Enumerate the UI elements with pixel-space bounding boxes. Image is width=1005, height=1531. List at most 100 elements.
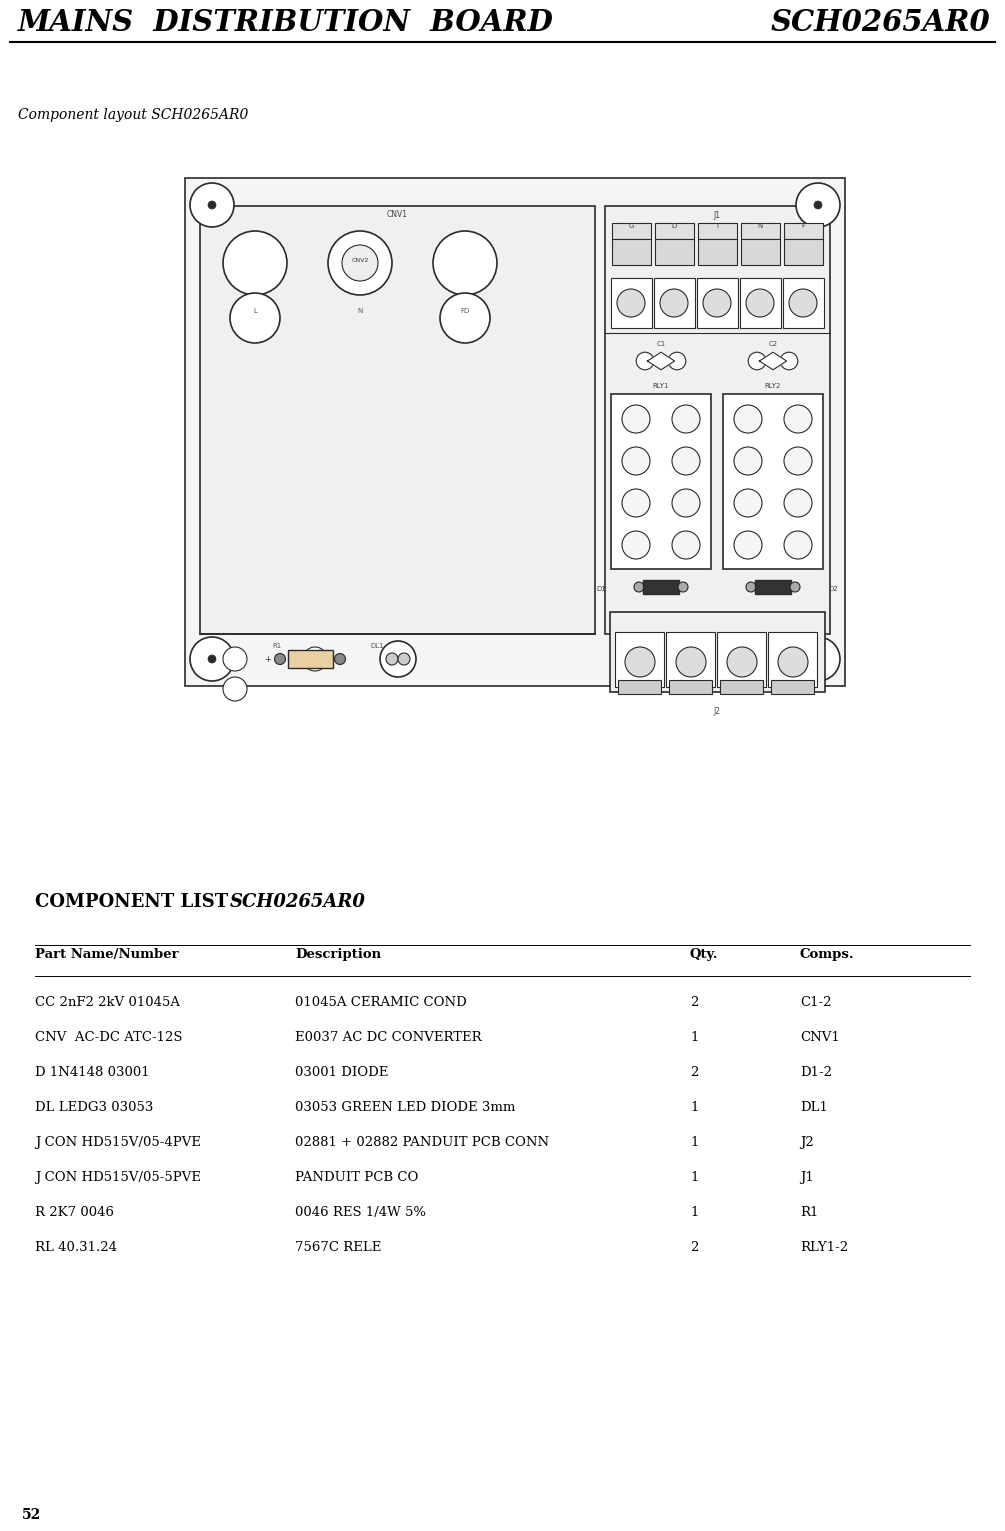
Bar (610, 612, 825, 692)
Bar (185, 178, 845, 686)
Text: CNV1: CNV1 (387, 210, 407, 219)
Bar (771, 680, 814, 694)
Text: CNV2: CNV2 (352, 259, 369, 263)
Text: F: F (801, 224, 805, 230)
Text: FD: FD (460, 308, 469, 314)
Text: L: L (253, 308, 257, 314)
Text: R 2K7 0046: R 2K7 0046 (35, 1206, 114, 1219)
Bar (717, 632, 766, 687)
Circle shape (230, 292, 280, 343)
Circle shape (734, 447, 762, 475)
Circle shape (780, 352, 798, 371)
Circle shape (678, 582, 688, 592)
Circle shape (622, 447, 650, 475)
Text: SCH0265AR0: SCH0265AR0 (770, 8, 990, 37)
Bar (605, 207, 830, 634)
Text: RLY2: RLY2 (765, 383, 781, 389)
Text: E0037 AC DC CONVERTER: E0037 AC DC CONVERTER (295, 1030, 481, 1044)
Bar (655, 224, 694, 239)
Text: 1: 1 (690, 1101, 698, 1115)
Bar (698, 239, 737, 265)
Text: G: G (628, 224, 634, 230)
Text: Description: Description (295, 948, 381, 961)
Bar (741, 239, 780, 265)
Circle shape (784, 531, 812, 559)
Text: COMPONENT LIST: COMPONENT LIST (35, 893, 234, 911)
Text: D: D (671, 224, 676, 230)
Text: MAINS  DISTRIBUTION  BOARD: MAINS DISTRIBUTION BOARD (18, 8, 554, 37)
Text: 1: 1 (690, 1206, 698, 1219)
Circle shape (335, 654, 346, 664)
Circle shape (342, 245, 378, 282)
Text: J1: J1 (800, 1171, 814, 1183)
Bar (697, 279, 738, 328)
Bar (741, 224, 780, 239)
Bar (784, 239, 823, 265)
Text: 2: 2 (690, 1066, 698, 1079)
Circle shape (734, 531, 762, 559)
Text: I: I (716, 224, 718, 230)
Bar (755, 580, 791, 594)
Text: DL1: DL1 (370, 643, 384, 649)
Circle shape (734, 406, 762, 433)
Bar (666, 632, 715, 687)
Text: J1: J1 (714, 211, 721, 220)
Circle shape (398, 654, 410, 664)
Bar (783, 279, 824, 328)
Text: Comps.: Comps. (800, 948, 854, 961)
Circle shape (386, 654, 398, 664)
Text: DL LEDG3 03053: DL LEDG3 03053 (35, 1101, 154, 1115)
Text: N: N (758, 224, 763, 230)
Circle shape (734, 488, 762, 517)
Circle shape (634, 582, 644, 592)
Text: 7567C RELE: 7567C RELE (295, 1242, 381, 1254)
Circle shape (190, 637, 234, 681)
Text: D1-2: D1-2 (800, 1066, 832, 1079)
Circle shape (622, 488, 650, 517)
Text: 03001 DIODE: 03001 DIODE (295, 1066, 388, 1079)
Polygon shape (760, 352, 787, 371)
Circle shape (784, 447, 812, 475)
Bar (611, 279, 652, 328)
Circle shape (784, 488, 812, 517)
Text: 03053 GREEN LED DIODE 3mm: 03053 GREEN LED DIODE 3mm (295, 1101, 516, 1115)
Circle shape (617, 289, 645, 317)
Text: CC 2nF2 2kV 01045A: CC 2nF2 2kV 01045A (35, 997, 180, 1009)
Circle shape (727, 648, 757, 677)
Text: N: N (358, 308, 363, 314)
Text: 02881 + 02882 PANDUIT PCB CONN: 02881 + 02882 PANDUIT PCB CONN (295, 1136, 549, 1148)
Text: 52: 52 (22, 1508, 41, 1522)
Circle shape (748, 352, 766, 371)
Circle shape (622, 406, 650, 433)
Text: 2: 2 (690, 997, 698, 1009)
Text: R1: R1 (272, 643, 281, 649)
Bar (611, 393, 711, 570)
Circle shape (303, 648, 327, 671)
Circle shape (796, 637, 840, 681)
Text: C1-2: C1-2 (800, 997, 831, 1009)
Circle shape (784, 406, 812, 433)
Text: SCH0265AR0: SCH0265AR0 (230, 893, 366, 911)
Text: 2: 2 (690, 1242, 698, 1254)
Text: 01045A CERAMIC COND: 01045A CERAMIC COND (295, 997, 466, 1009)
Text: RLY1: RLY1 (653, 383, 669, 389)
Bar (612, 224, 651, 239)
Text: C1: C1 (656, 341, 665, 348)
Text: J CON HD515V/05-4PVE: J CON HD515V/05-4PVE (35, 1136, 201, 1148)
Bar (655, 239, 694, 265)
Circle shape (274, 654, 285, 664)
Circle shape (636, 352, 654, 371)
Bar (720, 680, 763, 694)
Bar (723, 393, 823, 570)
Text: CNV1: CNV1 (800, 1030, 840, 1044)
Text: Component layout SCH0265AR0: Component layout SCH0265AR0 (18, 109, 248, 122)
Text: RL 40.31.24: RL 40.31.24 (35, 1242, 117, 1254)
Text: 1: 1 (690, 1030, 698, 1044)
Bar (615, 632, 664, 687)
Text: PANDUIT PCB CO: PANDUIT PCB CO (295, 1171, 418, 1183)
Circle shape (796, 184, 840, 227)
Circle shape (208, 655, 216, 663)
Text: Qty.: Qty. (690, 948, 719, 961)
Text: D1: D1 (596, 586, 606, 592)
Circle shape (433, 231, 497, 295)
